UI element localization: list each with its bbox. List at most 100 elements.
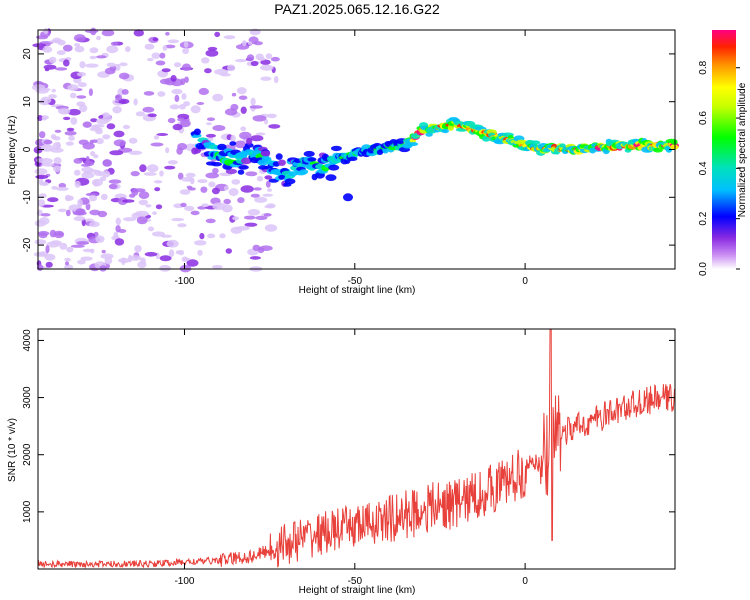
noise-blob bbox=[236, 226, 250, 231]
noise-blob bbox=[77, 199, 83, 207]
noise-blob bbox=[249, 105, 263, 109]
ridge-blob bbox=[307, 157, 317, 162]
noise-blob bbox=[155, 204, 163, 210]
noise-blob bbox=[56, 50, 66, 56]
noise-blob bbox=[152, 211, 157, 216]
ridge-blob bbox=[240, 157, 253, 165]
noise-blob bbox=[190, 210, 200, 216]
noise-blob bbox=[264, 224, 278, 232]
ridge-blob bbox=[407, 142, 419, 147]
noise-blob bbox=[231, 179, 241, 185]
colorbar-label: Normalized spectral amplitude bbox=[737, 82, 748, 217]
noise-blob bbox=[260, 59, 271, 65]
noise-blob bbox=[93, 154, 99, 159]
noise-blob bbox=[55, 67, 68, 71]
noise-blob bbox=[264, 205, 274, 209]
ridge-blob bbox=[303, 150, 315, 157]
noise-blob bbox=[85, 192, 99, 197]
noise-blob bbox=[150, 142, 164, 147]
noise-blob bbox=[159, 170, 164, 177]
noise-blob bbox=[250, 60, 259, 67]
figure-title: PAZ1.2025.065.12.16.G22 bbox=[274, 1, 440, 17]
noise-blob bbox=[179, 189, 191, 195]
noise-blob bbox=[106, 62, 116, 67]
noise-blob bbox=[162, 45, 168, 51]
noise-blob bbox=[50, 147, 64, 153]
noise-blob bbox=[165, 31, 170, 36]
noise-blob bbox=[97, 170, 103, 177]
ridge-blob bbox=[275, 153, 283, 160]
noise-blob bbox=[45, 261, 53, 268]
noise-blob bbox=[37, 199, 46, 207]
noise-blob bbox=[238, 95, 248, 100]
noise-blob bbox=[48, 56, 57, 64]
noise-blob bbox=[92, 179, 100, 187]
noise-blob bbox=[267, 113, 277, 119]
noise-blob bbox=[115, 94, 122, 101]
noise-blob bbox=[205, 218, 216, 224]
noise-blob bbox=[212, 167, 219, 174]
noise-blob bbox=[167, 117, 176, 124]
noise-blob bbox=[56, 186, 69, 191]
noise-blob bbox=[117, 88, 124, 96]
noise-blob bbox=[38, 232, 48, 239]
ridge-blob bbox=[246, 137, 253, 145]
noise-blob bbox=[219, 233, 226, 239]
noise-blob bbox=[159, 52, 166, 59]
noise-blob bbox=[157, 91, 166, 97]
snr-frame bbox=[37, 328, 676, 570]
noise-blob bbox=[96, 55, 107, 59]
noise-blob bbox=[101, 170, 111, 178]
noise-blob bbox=[154, 187, 161, 192]
ridge-blob bbox=[260, 150, 271, 157]
noise-blob bbox=[102, 112, 110, 118]
noise-blob bbox=[81, 166, 94, 173]
spectrogram-x-ticks: -100 -50 0 bbox=[174, 30, 528, 287]
noise-blob bbox=[76, 241, 90, 245]
ridge-blob bbox=[193, 128, 201, 136]
noise-blob bbox=[147, 57, 154, 62]
snr-x-ticks: -100 -50 0 bbox=[174, 329, 528, 587]
noise-blob bbox=[245, 171, 258, 177]
colorbar-ticks: 0.0 0.2 0.4 0.6 0.8 bbox=[698, 60, 740, 276]
noise-blob bbox=[194, 240, 207, 246]
noise-blob bbox=[253, 41, 263, 46]
noise-blob bbox=[128, 150, 143, 155]
noise-blob bbox=[180, 202, 187, 208]
noise-blob bbox=[82, 142, 95, 150]
noise-blob bbox=[57, 208, 67, 213]
noise-blob bbox=[73, 158, 83, 164]
noise-blob bbox=[190, 105, 201, 114]
noise-blob bbox=[183, 257, 191, 261]
y-tick-label: 10 bbox=[22, 96, 33, 108]
noise-blob bbox=[65, 141, 74, 146]
noise-blob bbox=[214, 68, 229, 75]
noise-blob bbox=[53, 157, 62, 165]
noise-blob bbox=[75, 208, 85, 216]
noise-blob bbox=[48, 40, 62, 43]
noise-blob bbox=[199, 232, 205, 240]
noise-blob bbox=[211, 187, 220, 195]
noise-blob bbox=[250, 193, 260, 198]
noise-blob bbox=[47, 197, 59, 203]
noise-blob bbox=[259, 245, 273, 251]
noise-blob bbox=[175, 250, 182, 255]
noise-blob bbox=[270, 56, 280, 62]
ridge-blob bbox=[288, 171, 298, 177]
noise-blob bbox=[171, 217, 185, 222]
y-tick-label: -10 bbox=[22, 190, 33, 205]
noise-blob bbox=[63, 59, 70, 67]
noise-blob bbox=[223, 185, 229, 191]
noise-blob bbox=[177, 117, 185, 122]
noise-blob bbox=[40, 181, 49, 186]
noise-blob bbox=[76, 95, 87, 99]
y-tick-label: 20 bbox=[22, 48, 33, 60]
noise-blob bbox=[138, 191, 150, 200]
noise-blob bbox=[104, 67, 116, 75]
noise-blob bbox=[155, 60, 166, 66]
noise-blob bbox=[161, 68, 171, 73]
noise-blob bbox=[96, 35, 101, 41]
noise-blob bbox=[167, 39, 180, 44]
noise-blob bbox=[66, 127, 75, 132]
